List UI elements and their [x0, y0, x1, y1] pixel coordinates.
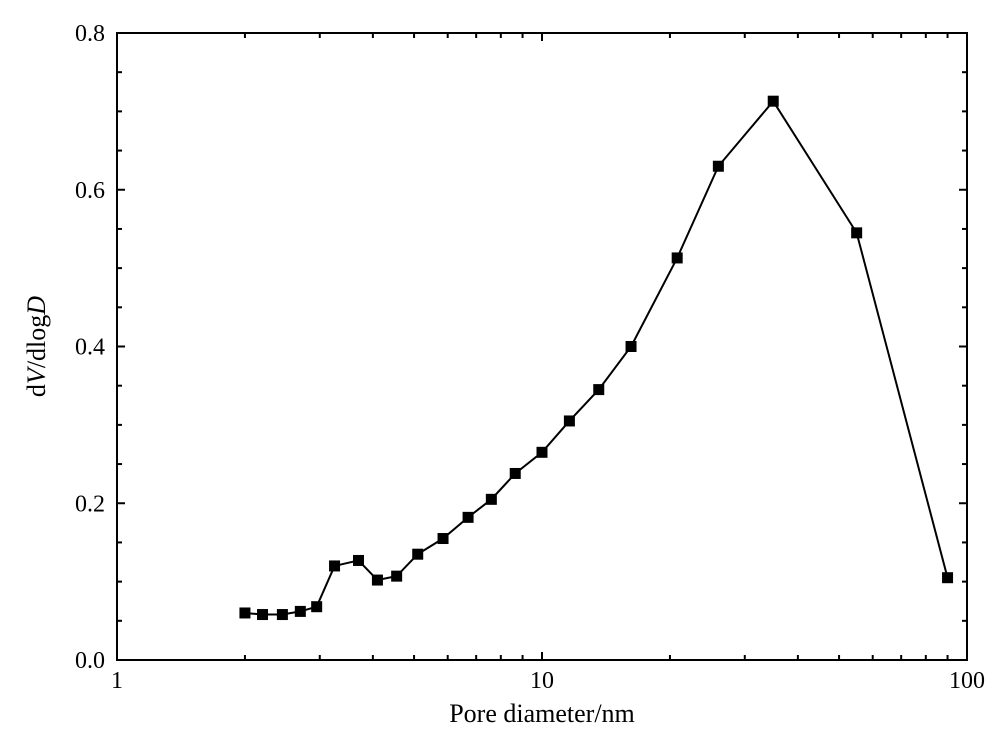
y-tick-label: 0.4 — [75, 335, 105, 361]
data-marker — [311, 601, 322, 612]
data-marker — [593, 384, 604, 395]
data-marker — [372, 575, 383, 586]
x-axis-label: Pore diameter/nm — [449, 699, 635, 728]
data-marker — [391, 571, 402, 582]
pore-size-distribution-chart: 1 10 100 0.0 0.2 0.4 0.6 0.8 Pore diameter/nm dV/… — [0, 0, 1000, 743]
y-tick-label: 0.0 — [75, 648, 105, 674]
data-marker — [768, 96, 779, 107]
data-marker — [438, 533, 449, 544]
data-marker — [486, 494, 497, 505]
data-marker — [277, 609, 288, 620]
data-marker — [257, 609, 268, 620]
data-marker — [295, 606, 306, 617]
data-marker — [564, 415, 575, 426]
data-marker — [463, 512, 474, 523]
data-marker — [626, 341, 637, 352]
data-marker — [239, 607, 250, 618]
data-marker — [537, 447, 548, 458]
y-tick-label: 0.6 — [75, 178, 105, 204]
x-tick-label: 100 — [949, 668, 985, 694]
data-marker — [851, 227, 862, 238]
data-marker — [942, 572, 953, 583]
data-marker — [672, 252, 683, 263]
x-tick-label: 10 — [530, 668, 554, 694]
data-marker — [510, 468, 521, 479]
data-marker — [329, 560, 340, 571]
y-axis-label: dV/dlogD — [22, 296, 51, 397]
chart-svg: 1 10 100 0.0 0.2 0.4 0.6 0.8 Pore diameter/nm dV/… — [0, 0, 1000, 743]
y-tick-label: 0.2 — [75, 491, 105, 517]
x-tick-label: 1 — [111, 668, 123, 694]
y-tick-label: 0.8 — [75, 21, 105, 47]
data-marker — [412, 549, 423, 560]
data-marker — [353, 555, 364, 566]
data-marker — [713, 161, 724, 172]
